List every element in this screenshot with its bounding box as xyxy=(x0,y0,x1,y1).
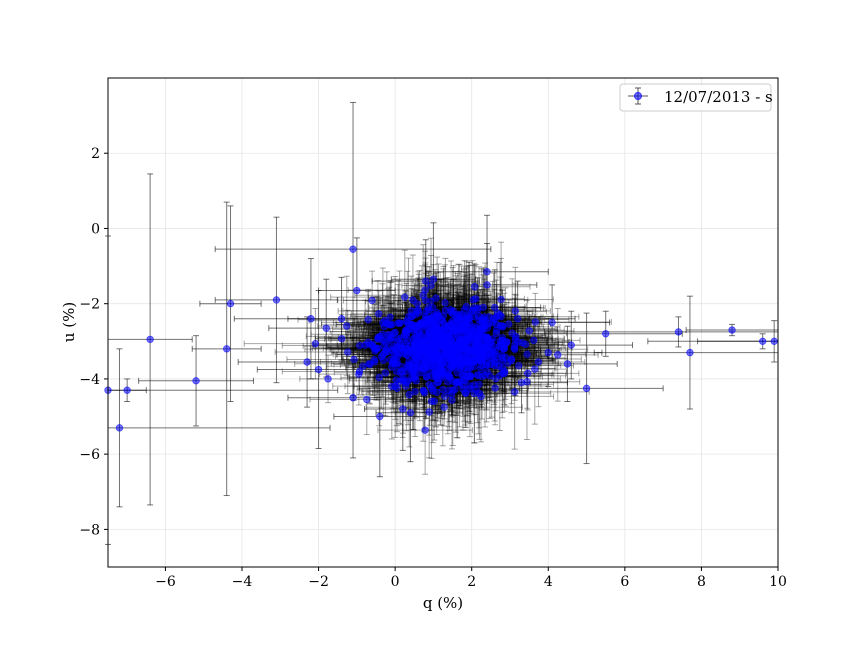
data-layer xyxy=(104,101,778,545)
